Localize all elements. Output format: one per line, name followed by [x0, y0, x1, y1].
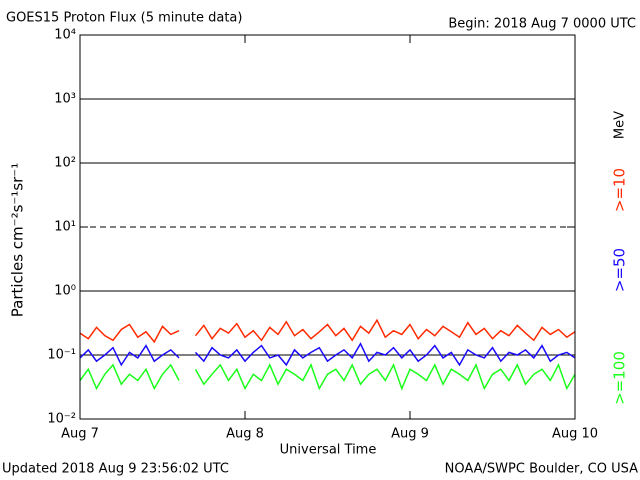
legend-label: >=100	[611, 351, 629, 405]
y-tick-label: 10²	[54, 156, 76, 171]
x-tick-label: Aug 7	[61, 427, 99, 442]
x-tick-label: Aug 8	[226, 427, 264, 442]
y-tick-label: 10⁻²	[47, 412, 76, 427]
series-line	[79, 318, 576, 344]
y-tick-label: 10⁰	[54, 284, 76, 299]
y-axis-label: Particles cm⁻²s⁻¹sr⁻¹	[9, 163, 27, 317]
legend-unit: MeV	[613, 111, 628, 139]
chart-title: GOES15 Proton Flux (5 minute data)	[6, 11, 242, 26]
footer-right: NOAA/SWPC Boulder, CO USA	[445, 462, 638, 477]
plot-frame	[79, 34, 576, 420]
y-tick-label: 10¹	[54, 220, 76, 235]
footer-left: Updated 2018 Aug 9 23:56:02 UTC	[2, 462, 229, 477]
legend-label: >=10	[611, 168, 629, 212]
x-tick-label: Aug 10	[552, 427, 598, 442]
y-tick-label: 10³	[54, 92, 76, 107]
x-tick-label: Aug 9	[391, 427, 429, 442]
y-tick-label: 10⁴	[54, 28, 76, 43]
legend-label: >=50	[611, 248, 629, 292]
x-axis-label: Universal Time	[280, 443, 377, 458]
y-tick-label: 10⁻¹	[47, 348, 76, 363]
series-line	[79, 342, 576, 367]
chart-subtitle: Begin: 2018 Aug 7 0000 UTC	[448, 17, 636, 32]
series-line	[79, 363, 576, 391]
